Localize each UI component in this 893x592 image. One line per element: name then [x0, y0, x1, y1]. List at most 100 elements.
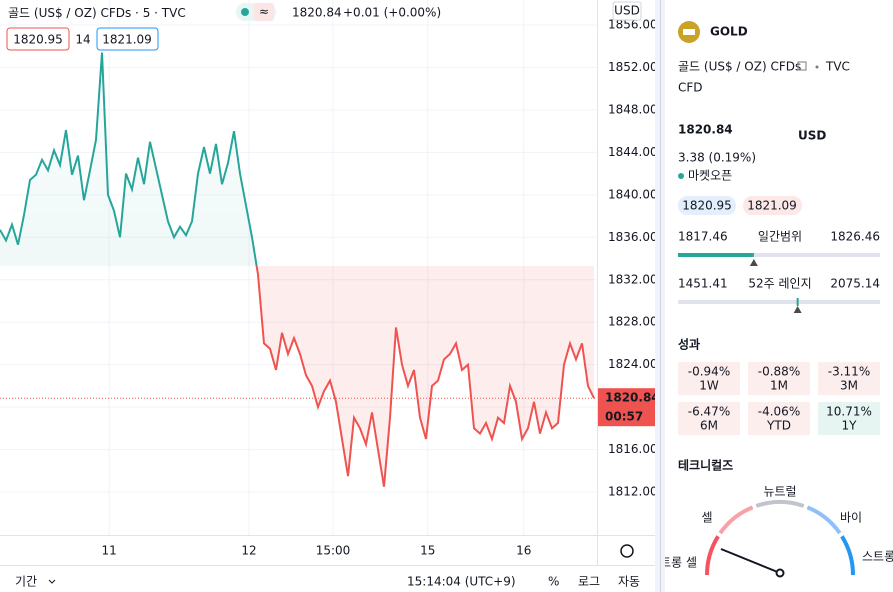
auto-button[interactable]: 자동 — [618, 575, 640, 589]
gauge-segment — [755, 500, 805, 508]
spread: 14 — [75, 33, 90, 47]
gauge-segment — [806, 505, 842, 535]
range-button[interactable]: 기간 — [15, 575, 37, 589]
technicals-title: 테크니컬즈 — [678, 458, 733, 473]
performance-value: -3.11% — [828, 365, 870, 379]
header-price: 1820.84 — [292, 6, 342, 20]
x-tick-label: 15 — [420, 544, 435, 558]
market-status: 마켓오픈 — [688, 169, 732, 183]
y-tick-label: 1852.00 — [608, 60, 658, 74]
y-tick-label: 1840.00 — [608, 187, 658, 201]
gauge-label: 셀 — [701, 511, 712, 525]
link-icon — [797, 61, 807, 71]
panel-bid: 1820.95 — [682, 199, 732, 213]
status-dot — [678, 173, 684, 179]
performance-value: -0.88% — [758, 365, 800, 379]
eye-dot — [241, 8, 249, 16]
price-tag-label: 1820.84 — [605, 391, 660, 405]
settings-button[interactable] — [620, 544, 634, 558]
clock: 15:14:04 (UTC+9) — [407, 575, 516, 589]
performance-value: -4.06% — [758, 405, 800, 419]
approx-box — [254, 3, 274, 21]
approx-sign: ≈ — [259, 5, 269, 19]
performance-value: -6.47% — [688, 405, 730, 419]
symbol-name: GOLD — [710, 25, 748, 39]
gauge-segment — [840, 535, 855, 576]
y-tick-label: 1848.00 — [608, 102, 658, 116]
bid-box[interactable] — [6, 27, 70, 51]
range-track — [678, 300, 880, 304]
performance-period: 1Y — [842, 419, 858, 433]
gauge-segment — [705, 535, 720, 576]
ask: 1821.09 — [102, 33, 152, 47]
dot-sep — [815, 65, 819, 69]
performance-period: YTD — [766, 419, 791, 433]
y-tick-label: 1812.00 — [608, 485, 658, 499]
x-tick-label: 15:00 — [316, 544, 351, 558]
y-tick-label: 1844.00 — [608, 145, 658, 159]
performance-cell — [818, 362, 880, 395]
gauge-segment — [718, 505, 754, 535]
performance-period: 6M — [700, 419, 718, 433]
exchange: TVC — [825, 60, 850, 74]
gold-bar-icon — [683, 29, 695, 35]
performance-period: 1M — [770, 379, 788, 393]
line-down — [255, 265, 595, 487]
bid-pill — [678, 196, 736, 215]
range-marker — [796, 298, 799, 306]
panel-ask: 1821.09 — [747, 199, 797, 213]
range-high: 1826.46 — [830, 230, 880, 244]
percent-button[interactable]: % — [548, 575, 559, 589]
performance-period: 1W — [699, 379, 719, 393]
symbol-title: 골드 (US$ / OZ) CFDs · 5 · TVC — [8, 6, 186, 20]
y-tick-label: 1832.00 — [608, 272, 658, 286]
range-caret — [48, 579, 56, 584]
unit-box — [612, 1, 642, 21]
ask-pill — [743, 196, 802, 215]
y-tick-label: 1836.00 — [608, 230, 658, 244]
bid: 1820.95 — [13, 33, 63, 47]
y-tick-label: 1824.00 — [608, 357, 658, 371]
range-label: 일간범위 — [758, 230, 802, 244]
performance-cell — [678, 362, 740, 395]
gauge-label: 스트롱 셀 — [649, 556, 697, 570]
gauge-label: 뉴트럴 — [763, 485, 796, 499]
x-tick-label: 11 — [102, 544, 117, 558]
range-pointer — [793, 306, 802, 313]
performance-period: 3M — [840, 379, 858, 393]
axis-unit: USD — [614, 4, 640, 18]
gauge-hub — [775, 568, 785, 578]
ask-box[interactable] — [96, 27, 159, 51]
x-tick-label: 12 — [241, 544, 256, 558]
area-up — [0, 52, 594, 266]
range-low: 1451.41 — [678, 277, 728, 291]
log-button[interactable]: 로그 — [578, 575, 600, 589]
price-tag — [598, 388, 655, 427]
performance-title: 성과 — [678, 337, 700, 352]
range-low: 1817.46 — [678, 230, 728, 244]
countdown: 00:57 — [605, 410, 643, 424]
instrument-kind: CFD — [678, 81, 703, 95]
performance-cell — [748, 402, 810, 435]
symbol-part: TVC — [161, 6, 186, 20]
range-pointer — [749, 259, 758, 266]
performance-cell — [748, 362, 810, 395]
range-track — [678, 253, 880, 257]
range-fill — [678, 253, 754, 257]
symbol-part: 골드 (US$ / OZ) CFDs — [8, 6, 131, 20]
performance-cell — [818, 402, 880, 435]
x-tick-label: 16 — [516, 544, 531, 558]
y-tick-label: 1856.00 — [608, 18, 658, 32]
performance-value: -0.94% — [688, 365, 730, 379]
range-label: 52주 레인지 — [748, 277, 811, 291]
currency: USD — [798, 129, 826, 143]
symbol-description: 골드 (US$ / OZ) CFDs — [678, 60, 801, 74]
panel-change: 3.38 (0.19%) — [678, 151, 756, 165]
header-change: +0.01 (+0.00%) — [343, 6, 441, 20]
line-up — [0, 52, 258, 266]
y-tick-label: 1828.00 — [608, 315, 658, 329]
gauge-label: 바이 — [840, 511, 862, 525]
performance-value: 10.71% — [826, 405, 872, 419]
